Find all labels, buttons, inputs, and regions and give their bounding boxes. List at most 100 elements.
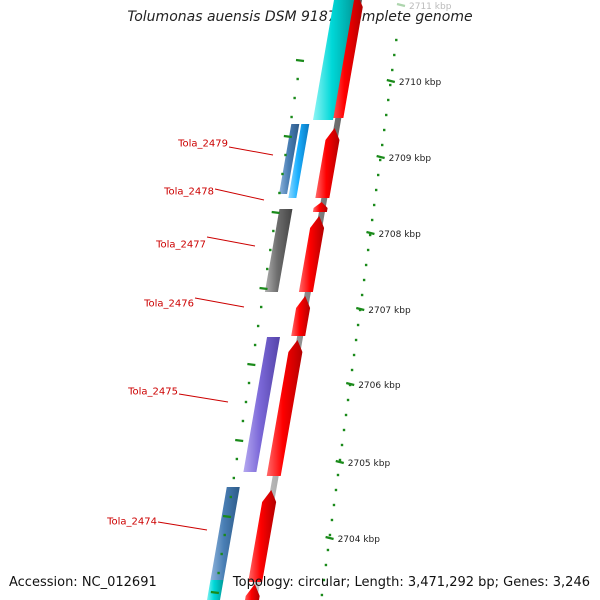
gene-label: Tola_2478 <box>163 187 214 198</box>
minor-tick <box>328 533 332 537</box>
inner-minor-tick <box>229 495 232 499</box>
tick-label: 2708 kbp <box>378 230 421 240</box>
minor-tick <box>340 443 344 447</box>
inner-minor-tick <box>247 381 251 385</box>
inner-major-tick <box>210 590 220 595</box>
minor-tick <box>381 143 384 147</box>
minor-tick <box>346 398 350 402</box>
inner-minor-tick <box>278 191 281 195</box>
forward-cds-arrow <box>312 202 328 212</box>
minor-tick <box>350 368 354 372</box>
minor-tick <box>344 413 348 417</box>
inner-major-tick <box>235 438 244 443</box>
minor-tick <box>356 323 360 327</box>
minor-tick <box>338 458 342 462</box>
minor-tick <box>393 53 396 57</box>
minor-tick <box>334 488 338 492</box>
minor-tick <box>387 98 390 102</box>
minor-tick <box>391 68 394 72</box>
minor-tick <box>326 548 330 552</box>
minor-tick <box>320 593 324 597</box>
minor-tick <box>336 473 340 477</box>
inner-major-tick <box>271 210 280 215</box>
minor-tick <box>360 293 364 297</box>
minor-tick <box>368 233 372 237</box>
minor-tick <box>352 353 356 357</box>
major-tick <box>325 535 334 541</box>
inner-minor-tick <box>259 305 263 309</box>
tick-label: 2709 kbp <box>389 154 432 164</box>
minor-tick <box>376 173 380 177</box>
minor-tick <box>366 248 370 252</box>
minor-tick <box>322 578 326 582</box>
minor-tick <box>370 218 374 222</box>
inner-minor-tick <box>220 552 223 556</box>
inner-major-tick <box>247 362 256 367</box>
minor-tick <box>354 338 358 342</box>
cyan-feature <box>313 0 354 120</box>
minor-tick <box>330 518 334 522</box>
purple-feature <box>243 337 281 472</box>
inner-minor-tick <box>253 343 257 347</box>
major-tick <box>366 230 375 236</box>
forward-cds-arrow <box>291 296 311 336</box>
inner-minor-tick <box>217 571 220 575</box>
tick-label: 2711 kbp <box>409 2 452 12</box>
tick-label: 2706 kbp <box>358 381 401 391</box>
inner-minor-tick <box>296 77 299 81</box>
forward-cds-arrow <box>244 584 260 600</box>
gene-leader-line <box>194 297 245 308</box>
gene-leader-line <box>157 521 208 531</box>
inner-major-tick <box>222 514 232 519</box>
steel-blue-feature <box>210 487 240 580</box>
major-tick <box>386 78 396 84</box>
gene-label: Tola_2475 <box>127 387 178 398</box>
minor-tick <box>364 263 368 267</box>
sky-blue-feature <box>288 124 310 198</box>
accession-text: Accession: NC_012691 <box>9 575 157 590</box>
grey-feature <box>264 209 293 292</box>
topology-text: Topology: circular; Length: 3,471,292 bp… <box>232 575 590 590</box>
gene-leader-line <box>214 188 265 201</box>
inner-minor-tick <box>232 476 236 480</box>
minor-tick <box>374 188 378 192</box>
gene-label: Tola_2479 <box>177 139 228 150</box>
inner-minor-tick <box>266 267 269 271</box>
minor-tick <box>332 503 336 507</box>
major-tick <box>335 459 345 465</box>
tick-label: 2710 kbp <box>399 78 442 88</box>
minor-tick <box>385 113 388 117</box>
minor-tick <box>383 128 386 132</box>
minor-tick <box>378 158 382 162</box>
gene-label: Tola_2474 <box>106 517 157 528</box>
gene-leader-line <box>228 146 274 156</box>
minor-tick <box>389 83 392 87</box>
minor-tick <box>324 563 328 567</box>
minor-tick <box>372 203 376 207</box>
inner-minor-tick <box>284 153 287 157</box>
tick-label: 2704 kbp <box>338 535 381 545</box>
cyan-feature <box>207 580 224 600</box>
inner-major-tick <box>283 134 292 139</box>
tick-label: 2707 kbp <box>368 306 411 316</box>
steel-blue-feature <box>279 124 300 194</box>
gene-label: Tola_2477 <box>155 240 206 251</box>
major-tick <box>396 2 406 8</box>
inner-minor-tick <box>235 457 239 461</box>
tick-label: 2705 kbp <box>348 459 391 469</box>
minor-tick <box>342 428 346 432</box>
inner-major-tick <box>295 58 305 63</box>
forward-cds-arrow <box>248 490 277 582</box>
inner-minor-tick <box>269 248 272 252</box>
gene-label: Tola_2476 <box>143 299 194 310</box>
forward-cds-arrow <box>266 340 303 476</box>
inner-minor-tick <box>223 533 226 537</box>
major-tick <box>376 154 385 160</box>
inner-minor-tick <box>241 419 245 423</box>
minor-tick <box>348 383 352 387</box>
inner-minor-tick <box>293 96 296 100</box>
minor-tick <box>358 308 362 312</box>
map-title: Tolumonas auensis DSM 9187, complete gen… <box>127 9 473 25</box>
minor-tick <box>362 278 366 282</box>
